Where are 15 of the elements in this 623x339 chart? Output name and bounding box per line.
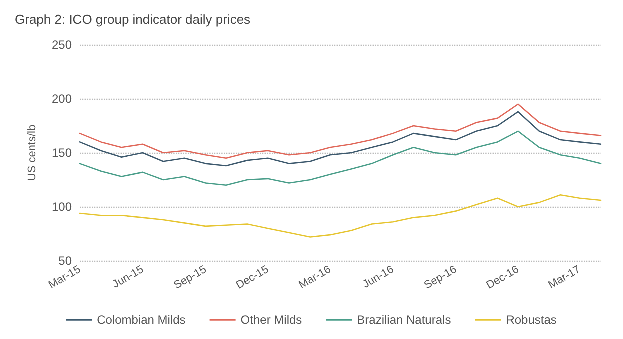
y-tick-label: 250 <box>52 38 72 52</box>
legend-label: Colombian Milds <box>97 313 186 327</box>
line-series <box>79 104 602 160</box>
y-tick-label: 100 <box>52 200 72 214</box>
y-axis-title: US cents/lb <box>26 124 38 182</box>
y-tick-label: 50 <box>58 254 72 268</box>
line-series <box>79 194 602 238</box>
y-tick-label: 200 <box>52 92 72 106</box>
legend-label: Other Milds <box>240 313 302 327</box>
line-series <box>79 111 602 167</box>
chart-title: Graph 2: ICO group indicator daily prices <box>15 12 252 27</box>
legend-label: Robustas <box>506 313 557 327</box>
legend-label: Brazilian Naturals <box>357 313 452 327</box>
y-tick-label: 150 <box>52 146 72 160</box>
line-series <box>79 130 602 186</box>
